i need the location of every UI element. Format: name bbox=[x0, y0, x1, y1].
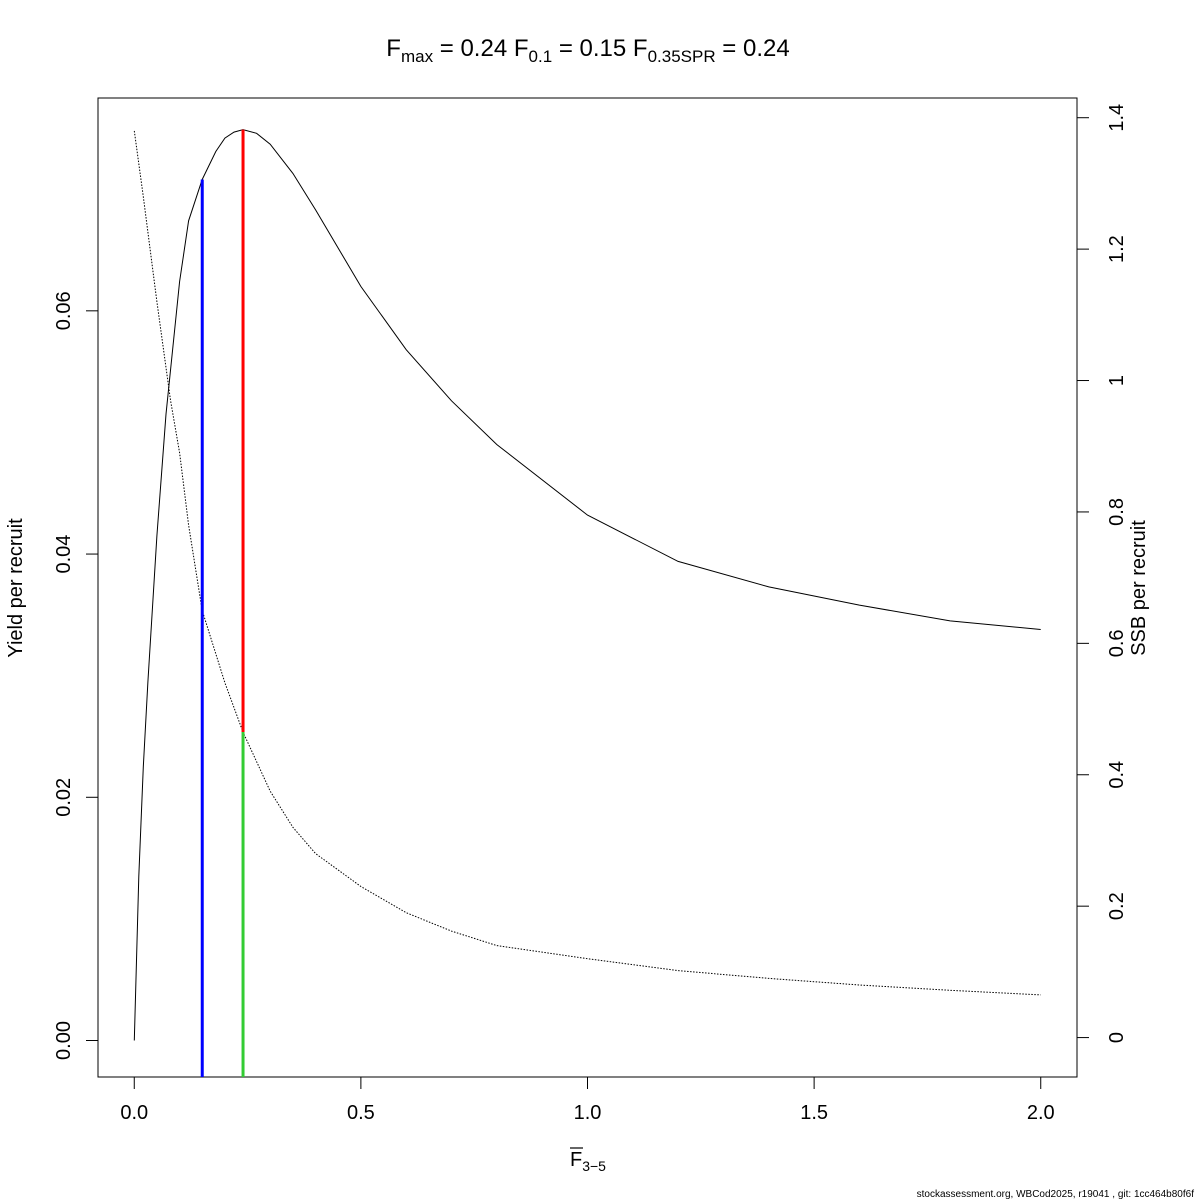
title-f35spr-base: F bbox=[633, 35, 648, 62]
title-fmax-value: 0.24 bbox=[460, 35, 507, 62]
x-tick-label: 1.0 bbox=[574, 1102, 602, 1124]
y-right-tick-label: 0.4 bbox=[1106, 761, 1128, 789]
y-right-tick-label: 0 bbox=[1106, 1032, 1128, 1043]
x-axis: 0.0 0.5 1.0 1.5 2.0 bbox=[120, 1076, 1055, 1124]
y-right-tick-label: 0.2 bbox=[1106, 892, 1128, 920]
yield-per-recruit-line bbox=[133, 129, 1041, 1041]
title-fmax-base: F bbox=[386, 35, 401, 62]
x-axis-label-base: F bbox=[570, 1149, 582, 1171]
x-tick-label: 0.0 bbox=[120, 1102, 148, 1124]
title-f01-base: F bbox=[514, 35, 529, 62]
chart-title: Fmax = 0.24 F0.1 = 0.15 F0.35SPR = 0.24 bbox=[386, 35, 789, 66]
svg-text:F3−5: F3−5 bbox=[570, 1149, 606, 1174]
x-tick-label: 0.5 bbox=[347, 1102, 375, 1124]
title-f01-sub: 0.1 bbox=[529, 47, 553, 66]
plot-frame bbox=[97, 97, 1078, 1078]
reference-lines bbox=[200, 129, 245, 1077]
y-left-axis-label: Yield per recruit bbox=[5, 518, 27, 658]
y-right-tick-label: 0.6 bbox=[1106, 629, 1128, 657]
y-left-tick-label: 0.02 bbox=[53, 778, 75, 817]
title-fmax-sub: max bbox=[401, 47, 434, 66]
footer-text: stockassessment.org, WBCod2025, r19041 ,… bbox=[917, 1189, 1195, 1200]
x-tick-label: 2.0 bbox=[1027, 1102, 1055, 1124]
title-f01-value: 0.15 bbox=[580, 35, 627, 62]
x-axis-label-sub: 3−5 bbox=[582, 1158, 606, 1174]
y-right-axis: 0 0.2 0.4 0.6 0.8 1 1.2 1.4 bbox=[1076, 104, 1128, 1043]
y-right-tick-label: 1.2 bbox=[1106, 235, 1128, 263]
title-f35spr-sub: 0.35SPR bbox=[648, 47, 716, 66]
y-right-tick-label: 1.4 bbox=[1106, 104, 1128, 132]
series-layer bbox=[133, 129, 1041, 1041]
y-right-tick-label: 0.8 bbox=[1106, 498, 1128, 526]
y-left-tick-label: 0.00 bbox=[53, 1021, 75, 1060]
y-left-tick-label: 0.06 bbox=[53, 291, 75, 330]
y-right-tick-label: 1 bbox=[1106, 375, 1128, 386]
y-right-axis-label: SSB per recruit bbox=[1128, 520, 1150, 656]
ssb-per-recruit-line bbox=[133, 130, 1041, 996]
y-left-tick-label: 0.04 bbox=[53, 535, 75, 574]
x-tick-label: 1.5 bbox=[800, 1102, 828, 1124]
x-axis-label: F3−5 bbox=[570, 1147, 606, 1174]
title-f35spr-value: 0.24 bbox=[743, 35, 790, 62]
y-left-axis: 0.00 0.02 0.04 0.06 bbox=[53, 291, 99, 1060]
